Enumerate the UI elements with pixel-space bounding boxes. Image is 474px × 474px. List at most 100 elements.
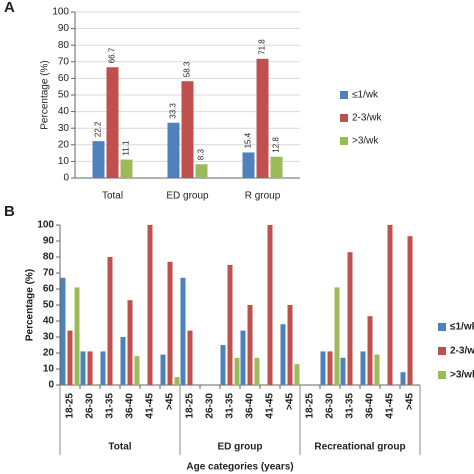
value-label: 22.2: [94, 121, 103, 137]
y-tick-label: 90: [43, 236, 55, 247]
bar: [270, 156, 283, 178]
group-label: ED group: [218, 442, 263, 453]
bar: [367, 316, 373, 385]
bar: [60, 277, 66, 385]
y-axis-label: Percentage (%): [40, 60, 51, 129]
x-tick-label: >45: [285, 393, 296, 410]
legend-swatch: [340, 114, 348, 122]
bar: [267, 225, 273, 385]
value-label: 15.4: [244, 132, 253, 148]
y-tick-label: 20: [58, 139, 70, 150]
legend-swatch: [438, 323, 446, 331]
group-label: Total: [108, 442, 131, 453]
bar: [400, 372, 406, 385]
y-tick-label: 90: [58, 23, 70, 34]
value-label: 12.8: [272, 137, 281, 153]
bar: [287, 305, 293, 385]
legend-swatch: [438, 371, 446, 379]
legend-swatch: [340, 91, 348, 99]
bar: [181, 81, 194, 178]
x-tick-label: R group: [245, 191, 281, 202]
x-tick-label: 26-30: [325, 393, 336, 419]
y-axis-label: Percentage (%): [25, 269, 36, 341]
value-label: 11.1: [122, 140, 131, 156]
x-tick-label: 18-25: [305, 393, 316, 419]
x-tick-label: 36-40: [365, 393, 376, 419]
legend-swatch: [340, 137, 348, 145]
x-tick-label: >45: [405, 393, 416, 410]
bar: [74, 287, 80, 385]
x-tick-label: 31-35: [225, 393, 236, 419]
y-tick-label: 20: [43, 348, 55, 359]
bar: [106, 67, 119, 178]
x-tick-label: 41-45: [385, 393, 396, 419]
bar: [195, 164, 208, 178]
bar: [227, 265, 233, 385]
bar: [87, 351, 93, 385]
panel-label: A: [4, 0, 15, 16]
y-tick-label: 50: [58, 90, 70, 101]
y-tick-label: 10: [43, 364, 55, 375]
x-tick-label: 18-25: [65, 393, 76, 419]
y-tick-label: 40: [58, 106, 70, 117]
bar: [187, 330, 193, 385]
x-tick-label: 36-40: [245, 393, 256, 419]
value-label: 8.3: [197, 149, 206, 161]
y-tick-label: 30: [43, 332, 55, 343]
y-tick-label: 70: [43, 268, 55, 279]
y-tick-label: 100: [37, 220, 54, 231]
bar: [180, 277, 186, 385]
x-tick-label: 36-40: [125, 393, 136, 419]
y-tick-label: 80: [58, 40, 70, 51]
bar: [107, 257, 113, 385]
bar: [242, 152, 255, 178]
y-tick-label: 60: [58, 73, 70, 84]
y-tick-label: 100: [52, 7, 69, 18]
legend-label: >3/wk: [352, 136, 379, 147]
bar: [256, 58, 269, 179]
bar: [127, 300, 133, 385]
bar: [80, 351, 86, 385]
bar: [280, 324, 286, 385]
bar: [147, 225, 153, 385]
value-label: 71.8: [258, 39, 267, 55]
bar: [360, 351, 366, 385]
y-tick-label: 40: [43, 316, 55, 327]
bar: [174, 377, 180, 385]
y-tick-label: 0: [63, 173, 69, 184]
y-tick-label: 50: [43, 300, 55, 311]
bar: [387, 225, 393, 385]
y-tick-label: 30: [58, 123, 70, 134]
bar: [340, 357, 346, 385]
value-label: 58.3: [183, 61, 192, 77]
bar: [220, 345, 226, 385]
bar: [120, 337, 126, 385]
x-tick-label: 31-35: [345, 393, 356, 419]
bar: [247, 305, 253, 385]
x-tick-label: 26-30: [85, 393, 96, 419]
bar: [92, 141, 105, 178]
bar: [327, 351, 333, 385]
panel-label: B: [4, 203, 15, 220]
y-tick-label: 10: [58, 156, 70, 167]
bar: [407, 236, 413, 385]
y-tick-label: 60: [43, 284, 55, 295]
legend-label: ≤1/wk: [450, 322, 474, 333]
bar: [374, 354, 380, 385]
x-tick-label: 26-30: [205, 393, 216, 419]
legend-label: ≤1/wk: [352, 90, 379, 101]
bar: [294, 364, 300, 385]
bar: [320, 351, 326, 385]
value-label: 33.3: [169, 103, 178, 119]
bar: [254, 357, 260, 385]
y-tick-label: 70: [58, 56, 70, 67]
bar: [167, 122, 180, 178]
x-tick-label: Total: [102, 191, 123, 202]
x-tick-label: >45: [165, 393, 176, 410]
bar: [120, 159, 133, 178]
bar: [67, 330, 73, 385]
y-tick-label: 80: [43, 252, 55, 263]
bar: [347, 252, 353, 385]
x-axis-label: Age categories (years): [186, 462, 293, 473]
